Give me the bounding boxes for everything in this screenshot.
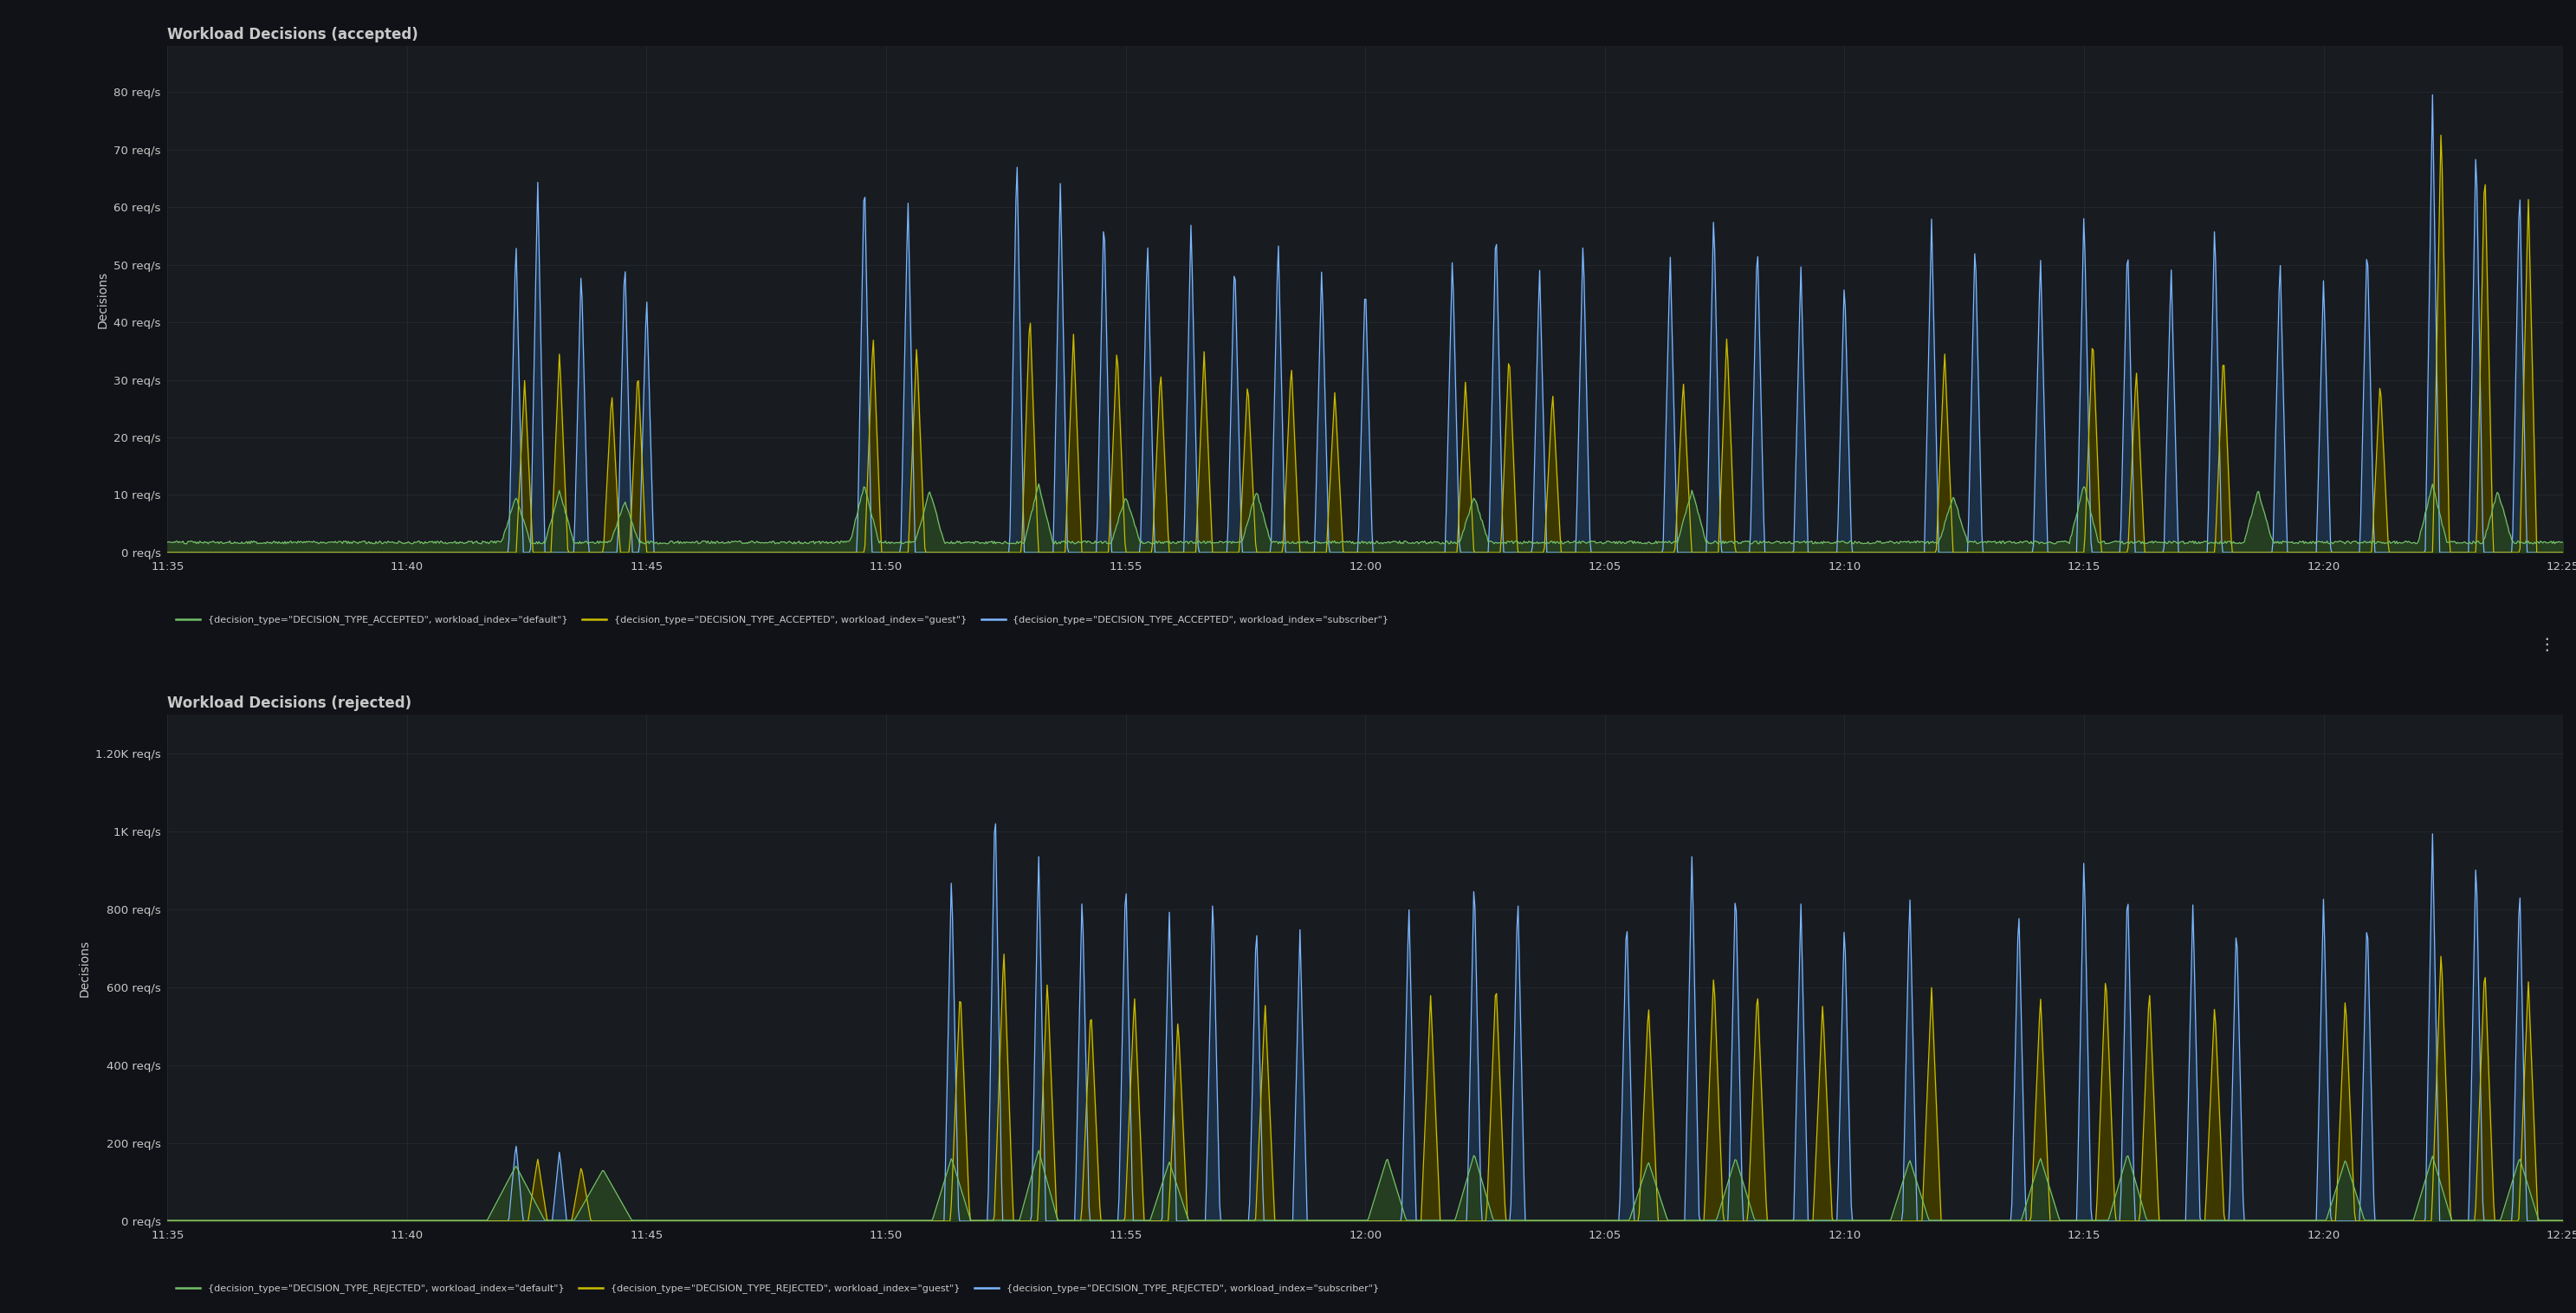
Text: Workload Decisions (accepted): Workload Decisions (accepted)	[167, 26, 417, 42]
Y-axis label: Decisions: Decisions	[98, 270, 108, 328]
Text: ⋮: ⋮	[2537, 637, 2555, 654]
Y-axis label: Decisions: Decisions	[77, 939, 90, 997]
Legend: {decision_type="DECISION_TYPE_ACCEPTED", workload_index="default"}, {decision_ty: {decision_type="DECISION_TYPE_ACCEPTED",…	[173, 612, 1394, 629]
Text: Workload Decisions (rejected): Workload Decisions (rejected)	[167, 695, 412, 710]
Legend: {decision_type="DECISION_TYPE_REJECTED", workload_index="default"}, {decision_ty: {decision_type="DECISION_TYPE_REJECTED",…	[173, 1280, 1383, 1297]
